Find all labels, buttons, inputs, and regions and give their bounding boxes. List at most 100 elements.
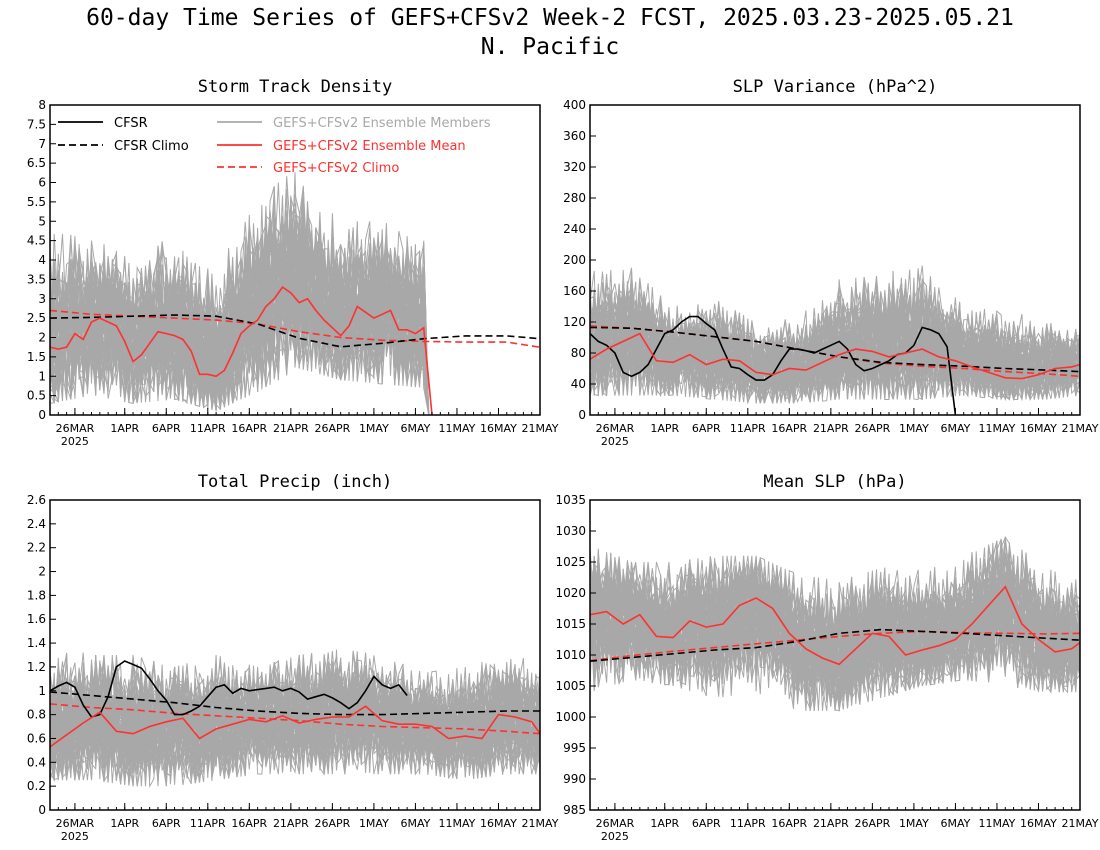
ensemble-member-line bbox=[50, 221, 430, 415]
x-tick-label: 26APR bbox=[314, 422, 350, 435]
x-tick-label: 11APR bbox=[190, 817, 226, 830]
x-tick-label: 26APR bbox=[854, 817, 890, 830]
y-tick-label: 1.4 bbox=[27, 636, 46, 650]
series-ens_mean-slpvar bbox=[590, 332, 1080, 380]
y-tick-label: 1015 bbox=[555, 617, 586, 631]
ensemble-member-line bbox=[590, 567, 1080, 712]
y-tick-label: 0.6 bbox=[27, 731, 46, 745]
legend-label-cfsr: CFSR bbox=[114, 116, 148, 131]
x-tick-label: 26MAR bbox=[56, 422, 95, 435]
ensemble-member-line bbox=[590, 562, 1080, 711]
x-tick-label: 11APR bbox=[190, 422, 226, 435]
x-tick-label: 21MAY bbox=[1062, 817, 1099, 830]
panel-title-storm: Storm Track Density bbox=[198, 77, 392, 97]
legend-label-members: GEFS+CFSv2 Ensemble Members bbox=[273, 116, 491, 131]
x-tick-label: 6APR bbox=[692, 422, 721, 435]
series-ens_mean-precip bbox=[50, 705, 540, 748]
panel-title-slpvar: SLP Variance (hPa^2) bbox=[733, 77, 938, 97]
series-cfsr_climo-slpvar bbox=[590, 326, 1080, 373]
series-ens_mean-meanslp bbox=[590, 585, 1080, 666]
x-tick-label: 16MAY bbox=[480, 817, 517, 830]
y-tick-label: 0 bbox=[38, 803, 46, 817]
x-tick-label: 16APR bbox=[231, 422, 267, 435]
ensemble-member-line bbox=[50, 661, 540, 785]
x-tick-label: 26MAR bbox=[596, 817, 635, 830]
y-tick-label: 120 bbox=[563, 315, 586, 329]
ensemble-member-line bbox=[50, 230, 430, 415]
x-tick-label: 1APR bbox=[650, 422, 679, 435]
y-tick-label: 2.6 bbox=[27, 493, 46, 507]
y-tick-label: 0.8 bbox=[27, 708, 46, 722]
y-tick-label: 6 bbox=[38, 176, 46, 190]
x-tick-label: 21MAY bbox=[522, 422, 559, 435]
x-tick-label: 11APR bbox=[730, 422, 766, 435]
y-tick-label: 0 bbox=[578, 408, 586, 422]
y-tick-label: 2.4 bbox=[27, 517, 46, 531]
y-tick-label: 3.5 bbox=[27, 272, 46, 286]
panel-slpvar: SLP Variance (hPa^2) 0 40 80 120 160 200 240 280… bbox=[563, 77, 1099, 448]
x-tick-label: 16MAY bbox=[480, 422, 517, 435]
x-tick-label: 1MAY bbox=[899, 422, 929, 435]
ensemble-members-meanslp bbox=[590, 535, 1080, 712]
y-tick-label: 2.2 bbox=[27, 541, 46, 555]
y-tick-label: 7.5 bbox=[27, 117, 46, 131]
y-tick-label: 400 bbox=[563, 98, 586, 112]
panel-title-precip: Total Precip (inch) bbox=[198, 472, 392, 492]
x-tick-label: 11MAY bbox=[979, 817, 1016, 830]
y-tick-label: 0 bbox=[38, 408, 46, 422]
x-tick-label: 6MAY bbox=[400, 817, 430, 830]
x-tick-label: 21APR bbox=[273, 422, 309, 435]
x-tick-label: 16MAY bbox=[1020, 817, 1057, 830]
y-tick-label: 1020 bbox=[555, 586, 586, 600]
y-tick-label: 360 bbox=[563, 129, 586, 143]
y-tick-label: 200 bbox=[563, 253, 586, 267]
y-tick-label: 80 bbox=[571, 346, 586, 360]
x-tick-label: 21MAY bbox=[1062, 422, 1099, 435]
ensemble-members-slpvar bbox=[590, 265, 1080, 405]
x-tick-label: 21APR bbox=[813, 422, 849, 435]
x-tick-label: 16APR bbox=[771, 817, 807, 830]
y-tick-label: 5 bbox=[38, 214, 46, 228]
legend-label-ens_mean: GEFS+CFSv2 Ensemble Mean bbox=[273, 139, 466, 154]
y-tick-label: 3 bbox=[38, 292, 46, 306]
y-tick-label: 2 bbox=[38, 565, 46, 579]
y-tick-label: 0.5 bbox=[27, 389, 46, 403]
y-tick-label: 5.5 bbox=[27, 195, 46, 209]
y-tick-label: 0.4 bbox=[27, 755, 46, 769]
x-tick-label: 21APR bbox=[273, 817, 309, 830]
y-tick-label: 1 bbox=[38, 369, 46, 383]
x-tick-label: 1APR bbox=[650, 817, 679, 830]
x-tick-label: 16APR bbox=[231, 817, 267, 830]
x-tick-label: 16APR bbox=[771, 422, 807, 435]
ensemble-members-storm bbox=[50, 172, 430, 415]
y-tick-label: 995 bbox=[563, 741, 586, 755]
plot-frame-precip bbox=[49, 499, 541, 811]
y-tick-label: 1005 bbox=[555, 679, 586, 693]
x-year-label: 2025 bbox=[61, 435, 89, 448]
y-tick-label: 8 bbox=[38, 98, 46, 112]
ensemble-member-line bbox=[590, 290, 1080, 400]
x-tick-label: 6MAY bbox=[940, 422, 970, 435]
x-tick-label: 26APR bbox=[854, 422, 890, 435]
panel-precip: Total Precip (inch) 0 0.2 0.4 0.6 0.8 1 1.2 1.4 1… bbox=[27, 472, 559, 843]
y-tick-label: 990 bbox=[563, 772, 586, 786]
series-cfsr_climo-meanslp bbox=[590, 628, 1080, 662]
x-tick-label: 11MAY bbox=[439, 422, 476, 435]
ensemble-member-line bbox=[590, 552, 1080, 698]
y-tick-label: 1 bbox=[38, 684, 46, 698]
x-year-label: 2025 bbox=[601, 830, 629, 843]
y-tick-label: 1.6 bbox=[27, 612, 46, 626]
x-tick-label: 1MAY bbox=[899, 817, 929, 830]
y-tick-label: 320 bbox=[563, 160, 586, 174]
y-tick-label: 6.5 bbox=[27, 156, 46, 170]
x-tick-label: 26APR bbox=[314, 817, 350, 830]
y-tick-label: 0.2 bbox=[27, 779, 46, 793]
x-tick-label: 1APR bbox=[110, 817, 139, 830]
y-tick-label: 2.5 bbox=[27, 311, 46, 325]
y-tick-label: 280 bbox=[563, 191, 586, 205]
x-tick-label: 1APR bbox=[110, 422, 139, 435]
ensemble-members-precip bbox=[50, 649, 540, 788]
x-tick-label: 6MAY bbox=[940, 817, 970, 830]
x-tick-label: 21APR bbox=[813, 817, 849, 830]
